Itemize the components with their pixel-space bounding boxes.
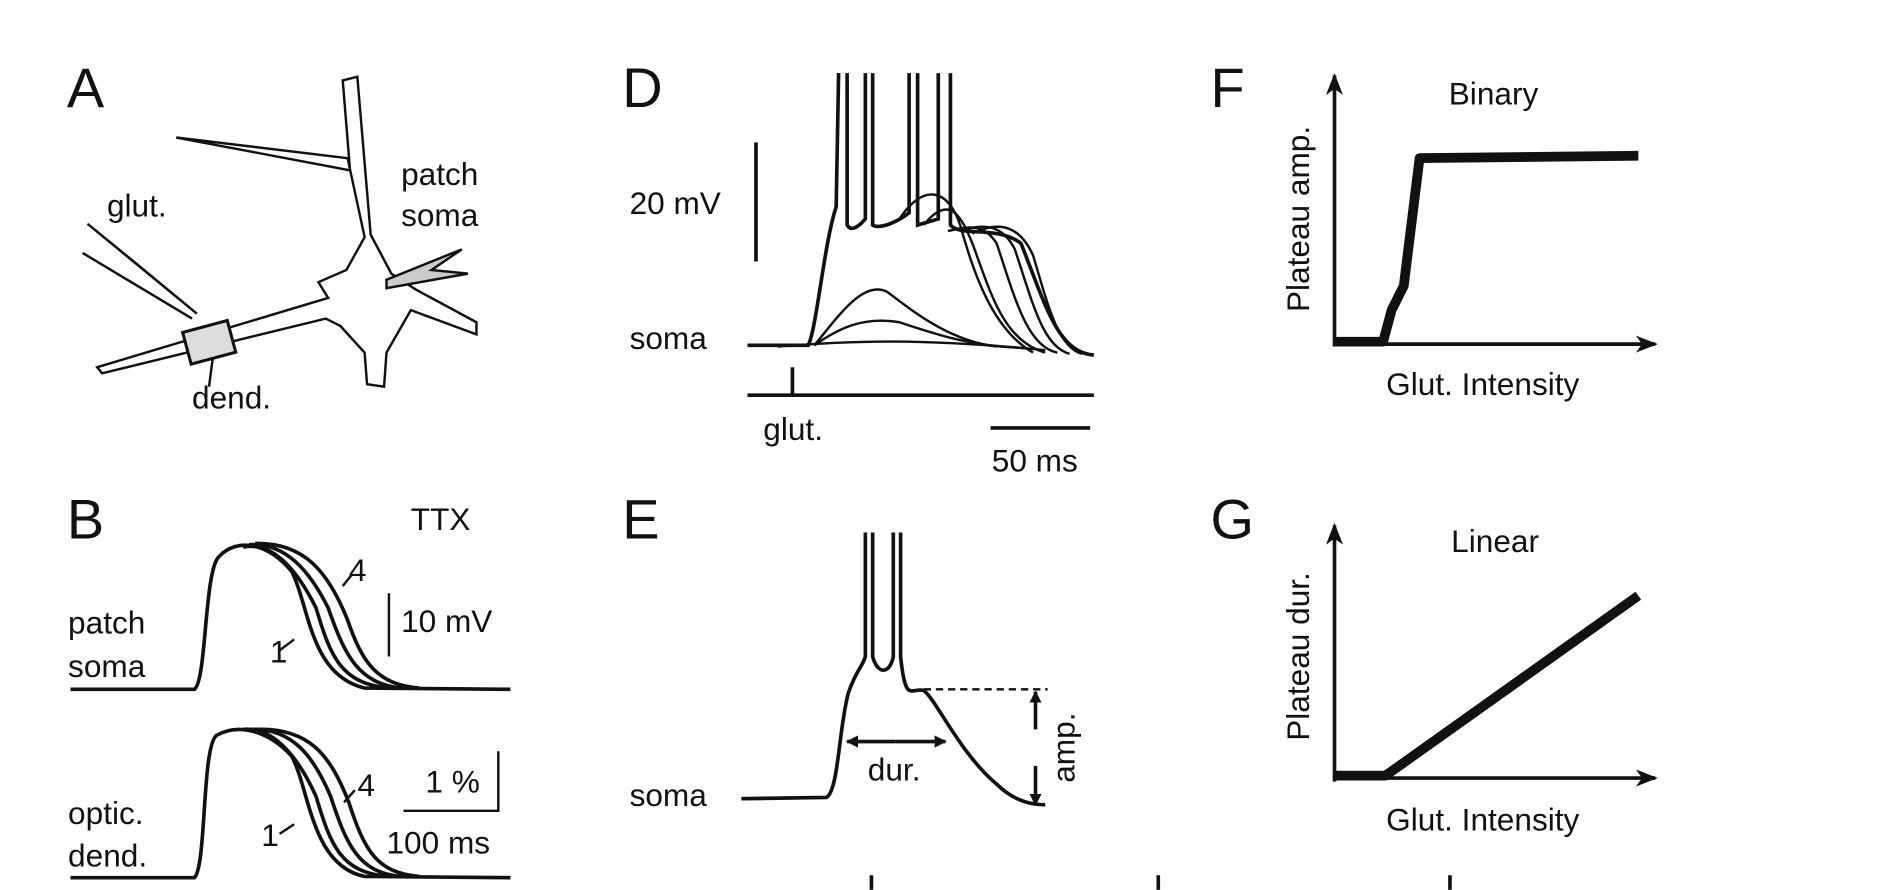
label: 1 % — [425, 764, 479, 800]
label: soma — [401, 197, 479, 233]
label: glut. — [107, 188, 167, 224]
panel-d: D 20 mV soma glut. 50 ms — [622, 56, 1095, 479]
curve — [1334, 591, 1642, 781]
panel-b: B TTX patch soma 1 4 10 mV optic. dend. … — [67, 488, 511, 880]
panel-label: E — [622, 488, 659, 551]
label: soma — [630, 320, 708, 356]
label: dend. — [68, 838, 147, 874]
trace — [777, 340, 1046, 352]
label: 1 — [270, 634, 288, 670]
panel-e: E soma dur. amp. — [622, 488, 1081, 813]
pointer — [341, 573, 354, 587]
panel-f: F Binary Plateau amp. Glut. Intensity — [1211, 56, 1658, 402]
label: glut. — [763, 411, 823, 447]
trace — [898, 193, 1034, 354]
label: patch — [68, 604, 145, 640]
pointer — [278, 823, 295, 835]
trace — [959, 225, 1070, 356]
panel-label: A — [67, 56, 105, 119]
trace — [813, 288, 997, 348]
patch-pipette — [385, 248, 469, 290]
pointer — [207, 358, 214, 387]
pointer — [278, 638, 295, 652]
panel-label: F — [1211, 56, 1245, 119]
dendrite-region — [180, 318, 238, 366]
trace — [249, 542, 402, 690]
trace — [971, 225, 1083, 356]
label: 4 — [357, 767, 375, 803]
trace — [255, 541, 420, 690]
label: patch — [401, 156, 478, 192]
glut-pipette — [82, 251, 193, 320]
trace — [255, 727, 420, 879]
trace — [813, 319, 1021, 349]
trace — [922, 208, 1046, 354]
y-label: Plateau dur. — [1280, 572, 1316, 741]
label: amp. — [1045, 713, 1081, 783]
title: Binary — [1449, 76, 1539, 112]
title: Linear — [1451, 523, 1539, 559]
label: 4 — [349, 552, 367, 588]
x-label: Glut. Intensity — [1386, 366, 1579, 402]
panel-label: D — [622, 56, 662, 119]
trace — [249, 727, 402, 879]
stimulus — [747, 367, 1094, 397]
scale-bar — [403, 751, 500, 813]
trace — [741, 532, 1046, 807]
pointer — [343, 789, 356, 804]
trace — [242, 727, 390, 879]
panel-a: A glut. patch soma dend. — [67, 56, 479, 415]
label: optic. — [68, 795, 144, 831]
panel-label: G — [1211, 488, 1254, 551]
label: soma — [68, 648, 146, 684]
label: 10 mV — [401, 603, 492, 639]
label: soma — [630, 777, 708, 813]
trace — [747, 73, 1095, 357]
glut-pipette — [86, 222, 198, 315]
x-label: Glut. Intensity — [1386, 801, 1579, 837]
y-label: Plateau amp. — [1280, 126, 1316, 312]
label: 20 mV — [630, 185, 721, 221]
curve — [1334, 150, 1639, 347]
label: 1 — [261, 817, 279, 853]
label: 50 ms — [992, 443, 1078, 479]
panel-g: G Linear Plateau dur. Glut. Intensity — [1211, 488, 1658, 837]
label: dend. — [192, 380, 271, 416]
label: 100 ms — [386, 824, 490, 860]
cropped-edge — [869, 875, 1452, 890]
panel-label: B — [67, 488, 104, 551]
label: TTX — [411, 501, 471, 537]
trace — [242, 544, 390, 690]
label: dur. — [868, 751, 921, 787]
